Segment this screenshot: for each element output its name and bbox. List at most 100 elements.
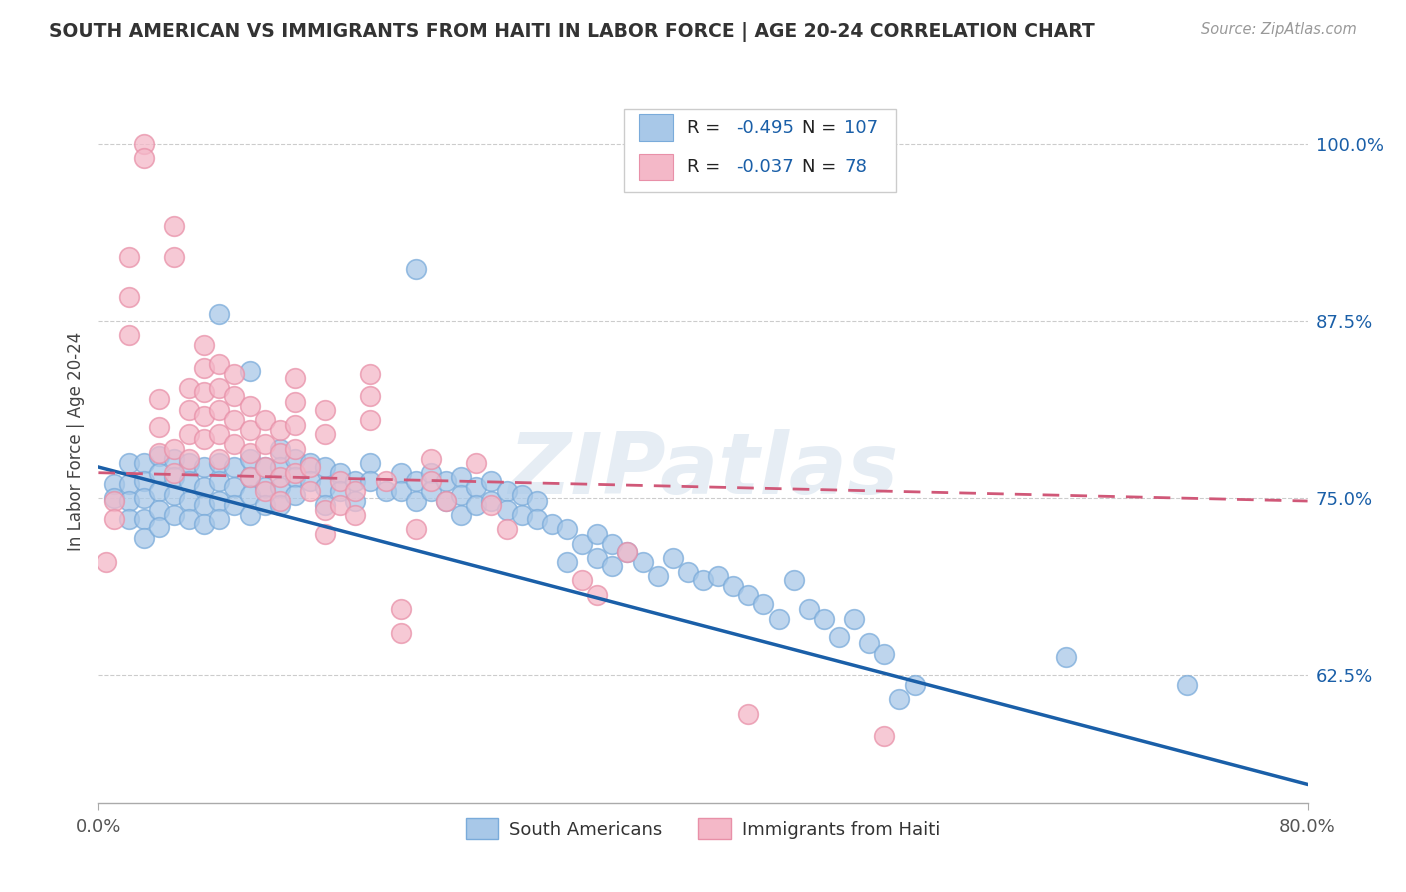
Point: [193, 460, 215, 475]
Point: [768, 612, 790, 626]
Point: [163, 442, 186, 456]
Text: N =: N =: [803, 158, 842, 176]
Point: [389, 625, 412, 640]
Point: [224, 437, 246, 451]
Point: [148, 484, 170, 499]
Text: R =: R =: [688, 119, 727, 136]
Text: -0.495: -0.495: [735, 119, 793, 136]
Point: [148, 392, 170, 406]
Point: [253, 460, 276, 475]
Point: [239, 488, 262, 502]
Point: [132, 151, 155, 165]
Point: [405, 522, 427, 536]
Point: [420, 484, 443, 499]
Point: [586, 550, 609, 565]
Point: [118, 328, 141, 343]
Point: [360, 389, 382, 403]
Point: [179, 512, 201, 526]
Point: [797, 601, 820, 615]
Point: [269, 446, 291, 460]
Point: [103, 494, 125, 508]
Point: [148, 519, 170, 533]
Point: [873, 729, 896, 743]
Point: [284, 488, 307, 502]
Point: [299, 484, 322, 499]
Text: -0.037: -0.037: [735, 158, 793, 176]
Point: [571, 536, 593, 550]
Point: [360, 474, 382, 488]
Y-axis label: In Labor Force | Age 20-24: In Labor Force | Age 20-24: [66, 332, 84, 551]
Point: [118, 512, 141, 526]
Point: [163, 508, 186, 523]
Point: [465, 498, 488, 512]
Point: [707, 569, 730, 583]
Point: [284, 371, 307, 385]
Point: [737, 588, 759, 602]
Point: [858, 636, 880, 650]
Point: [495, 522, 517, 536]
Point: [208, 456, 231, 470]
Point: [450, 470, 472, 484]
Point: [631, 555, 654, 569]
Point: [208, 307, 231, 321]
Point: [889, 692, 911, 706]
Point: [284, 466, 307, 480]
Point: [450, 508, 472, 523]
Point: [118, 290, 141, 304]
Point: [239, 508, 262, 523]
Point: [405, 261, 427, 276]
Point: [434, 474, 457, 488]
Point: [163, 219, 186, 234]
Point: [1175, 678, 1198, 692]
Point: [193, 409, 215, 423]
Point: [284, 417, 307, 432]
Point: [434, 494, 457, 508]
Point: [269, 442, 291, 456]
Point: [224, 413, 246, 427]
Point: [239, 446, 262, 460]
Point: [208, 381, 231, 395]
Point: [434, 494, 457, 508]
Point: [465, 456, 488, 470]
Point: [239, 470, 262, 484]
Point: [269, 494, 291, 508]
Point: [420, 451, 443, 466]
Point: [314, 526, 336, 541]
Text: 78: 78: [845, 158, 868, 176]
Point: [239, 451, 262, 466]
Text: N =: N =: [803, 119, 842, 136]
Point: [103, 491, 125, 506]
Point: [510, 488, 533, 502]
Point: [193, 480, 215, 494]
Point: [329, 484, 352, 499]
Point: [329, 498, 352, 512]
Point: [299, 456, 322, 470]
Point: [828, 630, 851, 644]
Point: [148, 466, 170, 480]
Point: [239, 423, 262, 437]
Point: [904, 678, 927, 692]
Point: [616, 545, 638, 559]
Point: [616, 545, 638, 559]
Point: [148, 502, 170, 516]
Point: [253, 480, 276, 494]
Point: [495, 502, 517, 516]
Point: [284, 470, 307, 484]
Point: [239, 364, 262, 378]
Point: [389, 601, 412, 615]
Point: [253, 498, 276, 512]
Point: [148, 420, 170, 434]
Point: [647, 569, 669, 583]
Point: [692, 574, 714, 588]
Point: [314, 498, 336, 512]
Point: [132, 491, 155, 506]
Point: [253, 437, 276, 451]
Point: [844, 612, 866, 626]
Point: [269, 470, 291, 484]
Point: [208, 474, 231, 488]
Point: [253, 460, 276, 475]
Point: [495, 484, 517, 499]
Point: [224, 367, 246, 381]
Point: [179, 456, 201, 470]
Text: R =: R =: [688, 158, 727, 176]
